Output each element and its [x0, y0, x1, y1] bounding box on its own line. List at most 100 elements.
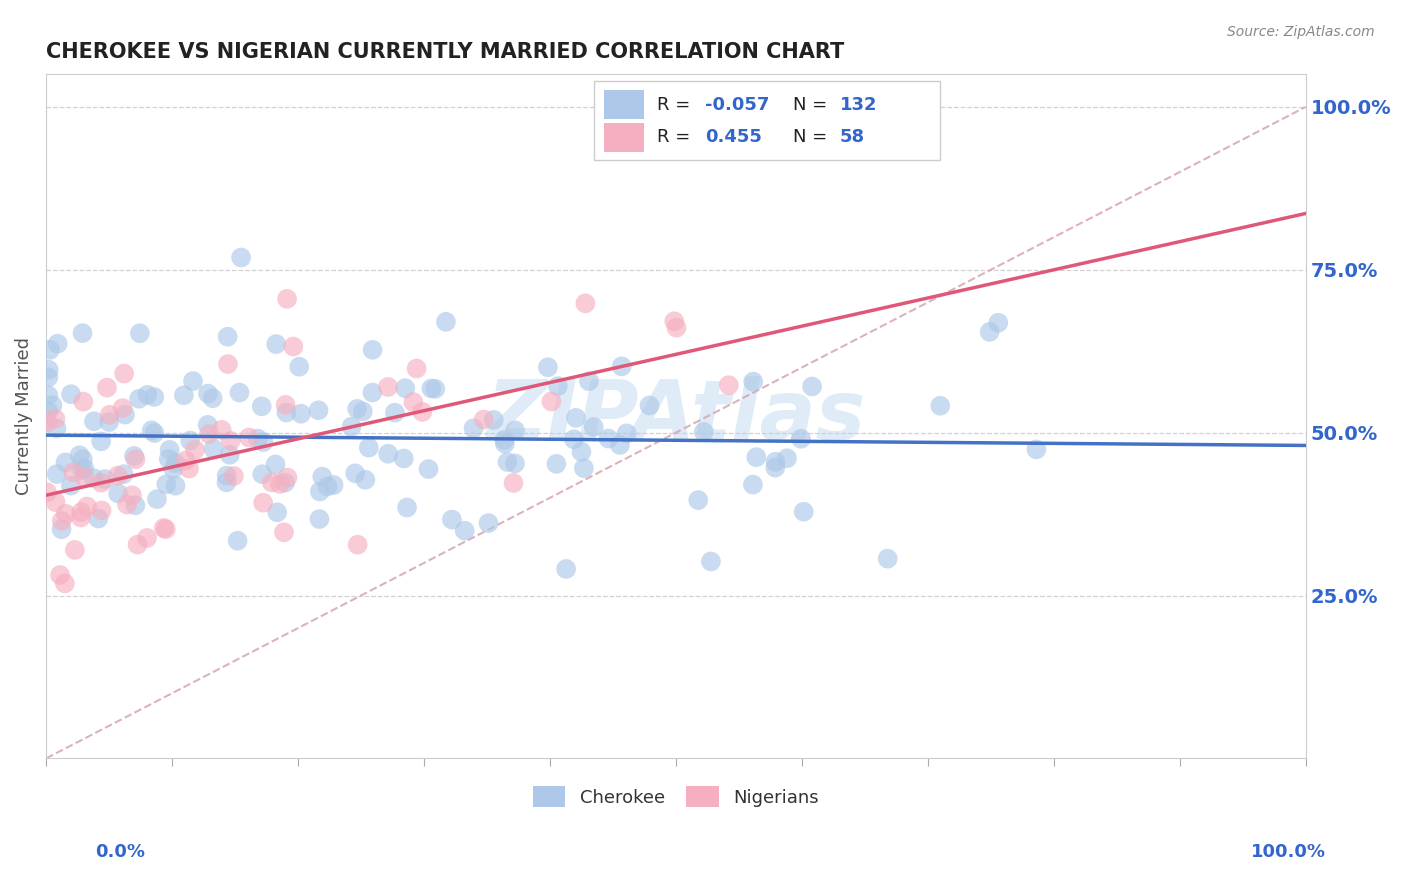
Text: 100.0%: 100.0% [1251, 843, 1326, 861]
Point [121, 488, 143, 502]
Point [217, 357, 239, 371]
Point [260, 475, 283, 490]
Point [793, 505, 815, 519]
Point [98, 415, 121, 429]
Point [107, 486, 129, 500]
Point [218, 448, 240, 462]
Point [37, 370, 59, 384]
Point [173, 388, 195, 402]
Point [377, 447, 399, 461]
Point [801, 379, 824, 393]
Point [717, 378, 740, 392]
Point [124, 499, 146, 513]
Point [540, 394, 562, 409]
Point [197, 386, 219, 401]
Point [274, 398, 297, 412]
Point [202, 442, 225, 456]
Point [316, 479, 339, 493]
Point [290, 407, 312, 421]
Point [96, 381, 118, 395]
Point [434, 315, 457, 329]
Point [98, 408, 121, 422]
Point [308, 403, 330, 417]
Point [405, 361, 427, 376]
Point [197, 417, 219, 432]
Point [124, 452, 146, 467]
Point [228, 385, 250, 400]
Point [346, 401, 368, 416]
Point [72, 394, 94, 409]
Point [276, 405, 298, 419]
Point [70, 505, 93, 519]
Point [107, 468, 129, 483]
Point [219, 434, 242, 448]
Point [688, 493, 710, 508]
Point [62, 466, 84, 480]
Point [155, 522, 177, 536]
Point [578, 374, 600, 388]
Point [226, 533, 249, 548]
Point [742, 477, 765, 491]
Point [763, 460, 786, 475]
Point [51, 522, 73, 536]
Point [136, 531, 159, 545]
Point [572, 461, 595, 475]
Point [246, 432, 269, 446]
Point [790, 432, 813, 446]
Point [344, 467, 367, 481]
Point [46, 336, 69, 351]
Point [496, 455, 519, 469]
Point [143, 425, 166, 440]
Point [555, 562, 578, 576]
Point [742, 375, 765, 389]
Point [229, 251, 252, 265]
Point [392, 451, 415, 466]
Point [574, 296, 596, 310]
Point [83, 414, 105, 428]
Point [395, 500, 418, 515]
Point [361, 343, 384, 357]
Point [211, 423, 233, 437]
Point [420, 381, 443, 395]
Point [112, 467, 135, 482]
Point [582, 420, 605, 434]
Point [929, 399, 952, 413]
Point [876, 551, 898, 566]
Point [127, 538, 149, 552]
Point [269, 476, 291, 491]
Point [152, 521, 174, 535]
Point [184, 442, 207, 457]
Point [308, 484, 330, 499]
Point [165, 479, 187, 493]
Point [340, 419, 363, 434]
Point [609, 438, 631, 452]
Point [69, 448, 91, 462]
Point [311, 469, 333, 483]
FancyBboxPatch shape [593, 81, 941, 160]
Point [37, 416, 59, 430]
Point [665, 320, 688, 334]
Point [112, 367, 135, 381]
Point [463, 421, 485, 435]
Point [111, 401, 134, 416]
Point [288, 359, 311, 374]
Point [238, 430, 260, 444]
Point [90, 475, 112, 490]
Point [215, 475, 238, 490]
Point [165, 456, 187, 470]
Point [37, 404, 59, 418]
Point [59, 478, 82, 492]
Point [308, 512, 330, 526]
Point [598, 432, 620, 446]
Point [482, 413, 505, 427]
Point [76, 500, 98, 514]
Point [266, 505, 288, 519]
Point [37, 388, 59, 402]
Point [174, 453, 197, 467]
Text: 0.0%: 0.0% [96, 843, 146, 861]
Point [63, 543, 86, 558]
Point [90, 434, 112, 449]
Point [222, 469, 245, 483]
Point [146, 492, 169, 507]
Point [38, 363, 60, 377]
